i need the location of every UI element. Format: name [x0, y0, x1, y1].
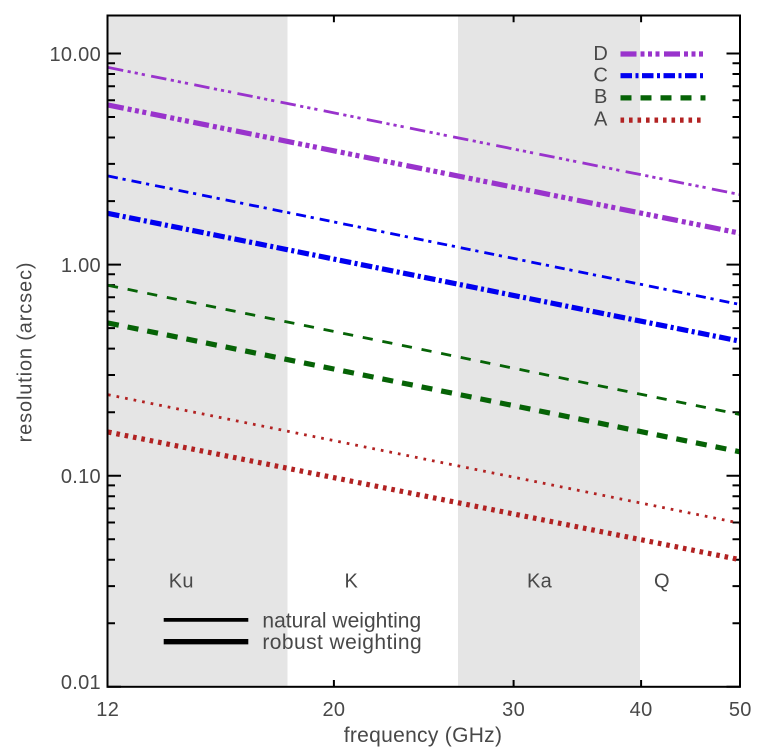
svg-text:20: 20: [322, 699, 345, 721]
svg-text:A: A: [594, 108, 608, 130]
svg-text:0.10: 0.10: [61, 466, 101, 488]
svg-text:10.00: 10.00: [49, 44, 101, 66]
svg-text:1.00: 1.00: [61, 255, 101, 277]
svg-text:50: 50: [729, 699, 752, 721]
svg-text:40: 40: [630, 699, 653, 721]
svg-text:0.01: 0.01: [61, 672, 101, 694]
svg-text:D: D: [593, 43, 608, 65]
svg-text:frequency (GHz): frequency (GHz): [344, 724, 503, 747]
svg-text:12: 12: [96, 699, 119, 721]
svg-text:Q: Q: [654, 570, 670, 592]
svg-text:30: 30: [502, 699, 525, 721]
svg-text:natural weighting: natural weighting: [262, 610, 421, 633]
svg-text:robust weighting: robust weighting: [262, 631, 422, 654]
svg-text:Ka: Ka: [527, 570, 553, 592]
svg-text:resolution (arcsec): resolution (arcsec): [15, 262, 37, 443]
svg-text:C: C: [593, 64, 608, 86]
svg-text:K: K: [344, 570, 358, 592]
svg-text:B: B: [594, 86, 608, 108]
svg-text:Ku: Ku: [169, 570, 194, 592]
